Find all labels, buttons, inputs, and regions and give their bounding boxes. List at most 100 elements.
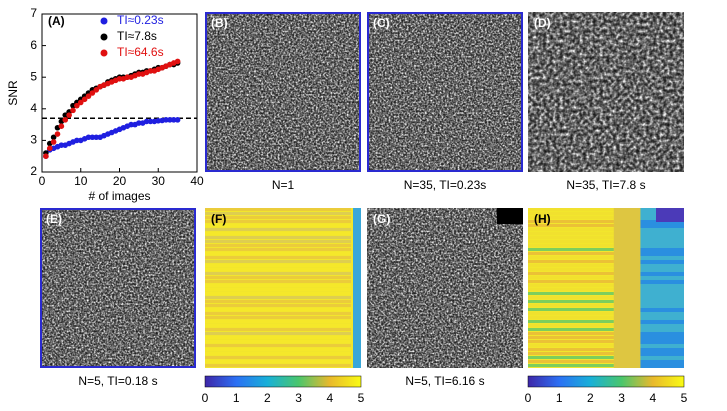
colorbar-tick-label: 3 <box>618 391 625 405</box>
data-point <box>93 134 100 141</box>
image-border <box>367 12 523 172</box>
microscopy-image <box>367 12 523 172</box>
heatmap-stripe <box>640 276 684 280</box>
panel-caption: N=35, TI=7.8 s <box>566 178 645 192</box>
heatmap-stripe <box>528 268 614 271</box>
heatmap-stripe <box>528 288 614 291</box>
y-tick-label: 2 <box>30 164 37 178</box>
heatmap-stripe <box>205 228 351 231</box>
heatmap-stripe <box>528 208 614 211</box>
y-axis-label: SNR <box>6 80 20 106</box>
heatmap-stripe <box>205 324 351 327</box>
heatmap-stripe <box>528 364 614 367</box>
heatmap-stripe <box>640 256 684 260</box>
data-point <box>58 142 65 148</box>
heatmap-stripe <box>528 300 614 303</box>
heatmap-stripe <box>640 324 684 328</box>
heatmap-stripe <box>205 308 351 311</box>
data-point <box>70 102 76 109</box>
heatmap-stripe <box>528 252 614 255</box>
panel-caption: N=1 <box>272 178 295 192</box>
colorbar-tick-label: 5 <box>681 391 688 405</box>
heatmap-stripe <box>528 316 614 319</box>
y-tick-label: 5 <box>30 69 37 83</box>
heatmap-stripe <box>640 332 684 336</box>
data-point <box>89 90 96 96</box>
heatmap-stripe <box>205 272 351 275</box>
heatmap-stripe <box>640 292 684 296</box>
data-point <box>50 139 57 145</box>
heatmap-stripe <box>205 240 351 243</box>
colorbar-tick-label: 5 <box>358 391 365 405</box>
heatmap-stripe <box>640 264 684 268</box>
heatmap-stripe <box>528 248 614 251</box>
heatmap-stripe <box>528 296 614 299</box>
heatmap-stripe <box>528 324 614 327</box>
heatmap-stripe <box>640 304 684 308</box>
data-point <box>136 120 142 126</box>
heatmap-stripe <box>528 352 614 355</box>
legend-marker <box>100 17 108 25</box>
heatmap-stripe <box>640 320 684 324</box>
data-point <box>85 134 92 141</box>
image-border <box>40 208 196 368</box>
colorbar-tick-label: 4 <box>326 391 333 405</box>
heatmap-stripe <box>640 288 684 292</box>
legend-label: TI≈7.8s <box>117 29 157 43</box>
x-tick-label: 40 <box>190 174 204 188</box>
heatmap-stripe <box>640 296 684 300</box>
x-tick-label: 10 <box>74 174 88 188</box>
heatmap-stripe <box>528 232 614 235</box>
heatmap-band <box>613 208 641 368</box>
heatmap-stripe <box>640 236 684 240</box>
heatmap-edge <box>353 208 361 368</box>
panel-label: (C) <box>373 16 390 30</box>
heatmap-stripe <box>205 328 351 331</box>
heatmap-stripe <box>528 236 614 239</box>
heatmap-stripe <box>528 260 614 263</box>
heatmap-stripe <box>528 272 614 275</box>
heatmap-stripe <box>640 260 684 264</box>
heatmap-stripe <box>205 292 351 295</box>
heatmap-stripe <box>528 356 614 359</box>
legend-marker <box>100 49 108 57</box>
heatmap-stripe <box>205 248 351 251</box>
heatmap-stripe <box>640 328 684 332</box>
colorbar <box>204 375 362 388</box>
heatmap-stripe <box>640 356 684 360</box>
heatmap-stripe <box>528 212 614 215</box>
heatmap-stripe <box>205 316 351 319</box>
colorbar <box>527 375 685 388</box>
heatmap-stripe <box>205 252 351 255</box>
heatmap-stripe <box>640 308 684 312</box>
x-tick-label: 20 <box>113 174 127 188</box>
data-point <box>43 153 49 159</box>
data-point <box>46 145 53 152</box>
heatmap-stripe <box>528 284 614 287</box>
microscopy-image <box>528 12 684 172</box>
heatmap-stripe <box>528 304 614 307</box>
heatmap-stripe <box>205 340 351 343</box>
data-point <box>54 131 61 137</box>
microscopy-image <box>40 208 196 368</box>
heatmap-stripe <box>528 320 614 323</box>
panel-label: (D) <box>534 16 551 30</box>
y-tick-label: 3 <box>30 133 37 147</box>
colorbar-tick-label: 1 <box>233 391 240 405</box>
heatmap-stripe <box>205 312 351 315</box>
panel-label: (B) <box>211 16 228 30</box>
heatmap-stripe <box>205 304 351 307</box>
panel-caption: N=35, TI=0.23s <box>404 178 487 192</box>
y-tick-label: 7 <box>30 6 37 20</box>
colorbar-tick-label: 0 <box>525 391 532 405</box>
legend-label: TI≈64.6s <box>117 45 164 59</box>
heatmap-stripe <box>640 280 684 284</box>
heatmap-stripe <box>640 344 684 348</box>
heatmap-stripe <box>205 236 351 239</box>
heatmap-stripe <box>640 312 684 316</box>
heatmap-stripe <box>205 300 351 303</box>
heatmap-stripe <box>528 264 614 267</box>
heatmap-stripe <box>205 360 351 363</box>
x-tick-label: 30 <box>152 174 166 188</box>
